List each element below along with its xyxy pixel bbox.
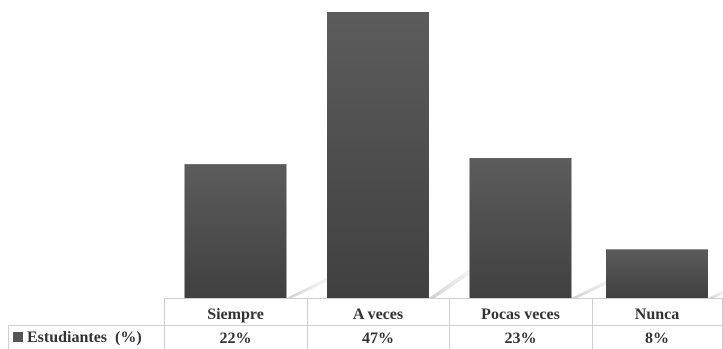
bars: [184, 12, 708, 298]
value-label: 47%: [362, 330, 394, 347]
bar-shadow: [708, 290, 723, 298]
data-table: [8, 298, 723, 349]
bar: [327, 12, 429, 298]
legend-swatch: [13, 332, 23, 342]
value-label: 23%: [505, 330, 537, 347]
value-labels: 22% 47% 23% 8%: [220, 330, 670, 347]
category-tick-label: A veces: [353, 306, 403, 323]
category-tick-label: Siempre: [207, 306, 264, 323]
value-label: 8%: [645, 330, 669, 347]
bar: [184, 164, 287, 298]
bar: [606, 249, 708, 298]
bar: [469, 158, 572, 298]
legend-label: Estudiantes (%): [27, 329, 142, 346]
category-ticks: Siempre A veces Pocas veces Nunca: [207, 306, 679, 323]
value-label: 22%: [220, 330, 252, 347]
category-tick-label: Nunca: [635, 306, 679, 323]
legend-entry: Estudiantes (%): [13, 329, 142, 346]
category-tick-label: Pocas veces: [481, 306, 560, 323]
